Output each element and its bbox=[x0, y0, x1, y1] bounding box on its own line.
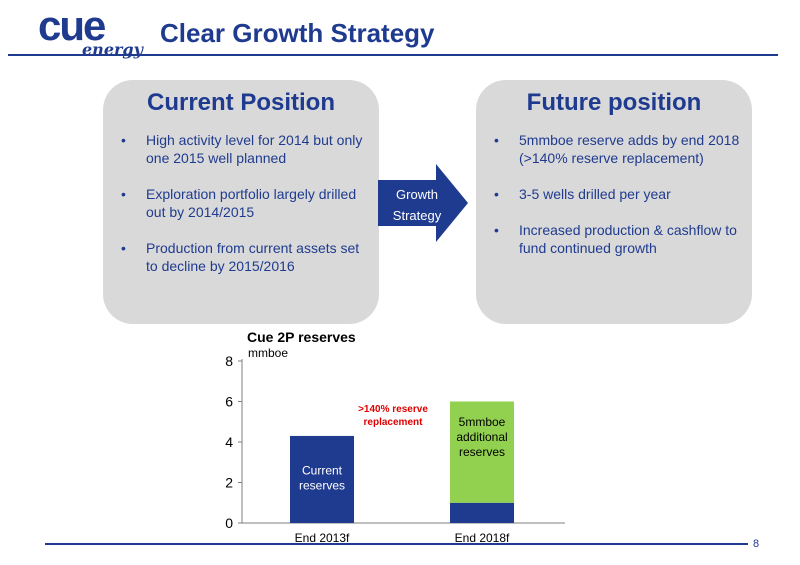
arrow-line-2: Strategy bbox=[392, 208, 442, 223]
growth-strategy-arrow bbox=[378, 164, 468, 242]
bar-label-0-line-1: reserves bbox=[299, 478, 345, 492]
current-bullet-1: High activity level for 2014 but only on… bbox=[121, 131, 371, 167]
future-bullet-3: Increased production & cashflow to fund … bbox=[494, 221, 744, 257]
y-tick-label-3: 6 bbox=[225, 394, 233, 410]
arrow-line-1: Growth bbox=[396, 187, 438, 202]
x-tick-label-1: End 2018f bbox=[455, 531, 510, 545]
logo-word: cue bbox=[38, 2, 106, 49]
future-position-list: 5mmboe reserve adds by end 2018 (>140% r… bbox=[476, 131, 752, 257]
y-tick-label-1: 2 bbox=[225, 475, 233, 491]
future-bullet-2: 3-5 wells drilled per year bbox=[494, 185, 744, 203]
bar-label-0-line-0: Current bbox=[302, 463, 343, 477]
current-bullet-3: Production from current assets set to de… bbox=[121, 239, 371, 275]
y-tick-label-0: 0 bbox=[225, 515, 233, 531]
future-bullet-1: 5mmboe reserve adds by end 2018 (>140% r… bbox=[494, 131, 744, 167]
bar-1-series-1 bbox=[450, 401, 514, 503]
y-tick-label-2: 4 bbox=[225, 434, 233, 450]
bar-label-1-line-1: additional bbox=[456, 430, 507, 444]
slide-title: Clear Growth Strategy bbox=[160, 18, 435, 48]
current-position-list: High activity level for 2014 but only on… bbox=[103, 131, 379, 275]
reserve-replacement-annotation-line-1: replacement bbox=[364, 417, 424, 428]
growth-strategy-label: Growth Strategy bbox=[380, 184, 454, 226]
bar-1-series-0 bbox=[450, 502, 514, 523]
y-tick-label-4: 8 bbox=[225, 353, 233, 369]
reserve-replacement-annotation-line-0: >140% reserve bbox=[358, 404, 428, 415]
current-position-title: Current Position bbox=[146, 89, 335, 116]
page-number: 8 bbox=[753, 538, 760, 550]
bar-0-series-0 bbox=[290, 435, 354, 523]
bar-label-1-line-2: reserves bbox=[459, 445, 505, 459]
current-bullet-2: Exploration portfolio largely drilled ou… bbox=[121, 185, 371, 221]
bar-label-1-line-0: 5mmboe bbox=[459, 415, 506, 429]
future-position-title: Future position bbox=[526, 89, 702, 116]
chart-title: Cue 2P reserves bbox=[247, 329, 356, 345]
footer-divider bbox=[45, 543, 748, 545]
x-tick-label-0: End 2013f bbox=[295, 531, 350, 545]
chart-unit-label: mmboe bbox=[248, 346, 289, 360]
current-position-panel: Current Position High activity level for… bbox=[103, 80, 379, 324]
future-position-panel: Future position 5mmboe reserve adds by e… bbox=[476, 80, 752, 324]
header-divider bbox=[8, 54, 778, 56]
